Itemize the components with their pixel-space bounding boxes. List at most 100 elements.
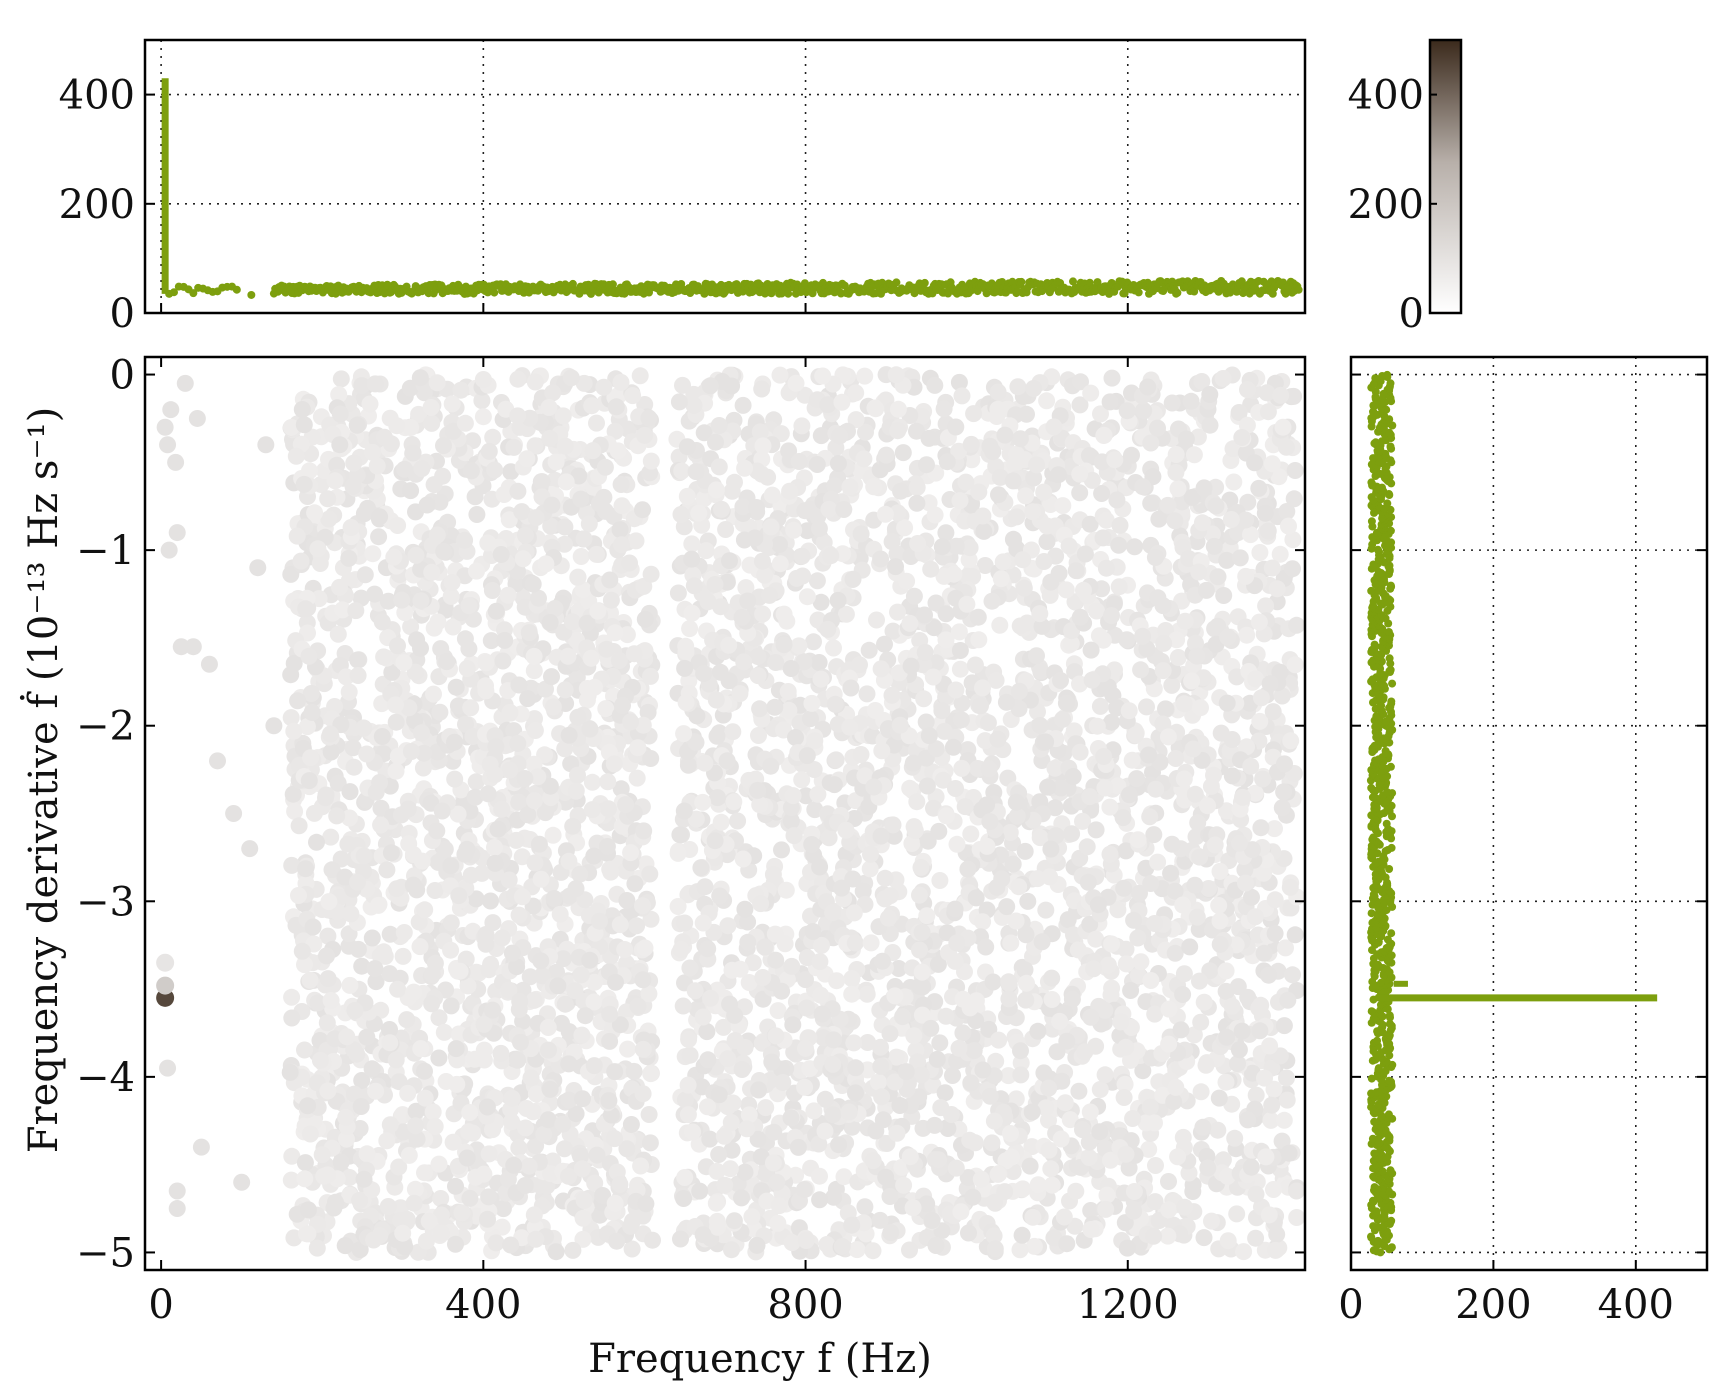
data-point <box>474 408 492 426</box>
data-point <box>567 782 585 800</box>
data-point <box>567 1105 585 1123</box>
data-point <box>749 667 767 685</box>
data-point <box>364 443 381 461</box>
data-point <box>290 887 307 904</box>
data-point <box>390 1073 408 1091</box>
data-point <box>530 835 548 853</box>
data-point <box>736 1163 754 1181</box>
data-point <box>933 702 951 720</box>
data-point <box>595 488 613 506</box>
data-point <box>369 896 387 914</box>
data-point <box>782 660 800 677</box>
data-point <box>736 459 754 477</box>
data-point <box>798 747 816 765</box>
data-point <box>1009 378 1027 396</box>
data-point <box>958 595 976 613</box>
data-point <box>585 973 603 991</box>
data-point <box>385 548 403 566</box>
data-point <box>901 1148 919 1166</box>
data-point <box>833 393 851 411</box>
data-point <box>712 813 730 831</box>
data-point <box>777 881 795 899</box>
data-point <box>560 1055 578 1073</box>
data-point <box>413 724 430 742</box>
data-point <box>617 796 635 814</box>
data-point <box>549 977 567 995</box>
data-point <box>606 1063 624 1081</box>
data-point <box>429 613 447 631</box>
data-point <box>809 785 827 803</box>
data-point <box>928 1050 946 1068</box>
data-point <box>908 478 926 496</box>
data-point <box>365 1231 383 1249</box>
data-point <box>1278 1091 1296 1109</box>
data-point <box>398 1210 416 1228</box>
data-point <box>872 660 890 678</box>
data-point <box>572 1147 589 1165</box>
data-point <box>533 967 551 985</box>
data-point <box>909 535 927 552</box>
data-point <box>379 1198 397 1215</box>
data-point <box>453 1204 471 1222</box>
data-point <box>806 732 824 750</box>
data-point <box>570 467 588 485</box>
data-point <box>363 929 381 947</box>
data-point <box>1023 1103 1041 1121</box>
data-point <box>825 776 843 794</box>
data-point <box>525 662 543 680</box>
data-point <box>1037 901 1055 919</box>
data-point <box>460 597 478 615</box>
data-point <box>321 725 339 743</box>
data-point <box>1017 487 1035 505</box>
data-point <box>726 1006 744 1024</box>
data-point <box>1037 733 1055 751</box>
data-point <box>641 1134 659 1152</box>
data-point <box>930 1151 948 1169</box>
data-point <box>829 591 847 609</box>
data-point <box>684 1123 702 1141</box>
data-point <box>466 488 484 506</box>
data-point <box>889 422 907 440</box>
data-point <box>381 925 399 943</box>
data-point <box>1045 418 1063 436</box>
data-point <box>578 614 596 632</box>
data-point <box>300 772 318 790</box>
data-point <box>793 417 811 435</box>
data-point <box>1058 1032 1076 1050</box>
data-point <box>956 798 974 816</box>
data-point <box>508 958 526 976</box>
data-point <box>738 1120 756 1138</box>
data-point <box>297 600 315 618</box>
data-point <box>975 522 993 540</box>
data-point <box>845 1034 863 1052</box>
data-point <box>475 1165 493 1183</box>
data-point <box>812 670 830 688</box>
data-point <box>803 694 821 712</box>
data-point <box>486 839 503 856</box>
data-point <box>683 604 701 622</box>
data-point <box>775 636 793 654</box>
data-point <box>881 1025 899 1043</box>
data-point <box>435 437 452 455</box>
data-point <box>922 560 940 578</box>
data-point <box>920 429 938 447</box>
data-point <box>1223 767 1241 785</box>
data-point <box>415 744 433 762</box>
data-point <box>933 538 951 556</box>
data-point <box>509 735 527 752</box>
data-point <box>308 833 325 851</box>
data-point <box>282 1171 300 1189</box>
data-point <box>581 720 599 738</box>
data-point <box>782 1109 800 1127</box>
data-point <box>516 770 534 787</box>
data-point <box>905 587 923 605</box>
data-point <box>773 841 790 859</box>
data-point <box>922 1019 940 1037</box>
data-point <box>814 367 832 385</box>
data-point <box>729 812 747 830</box>
data-point <box>381 1034 399 1052</box>
data-point <box>892 482 910 500</box>
data-point <box>861 860 879 878</box>
data-point <box>608 1232 626 1250</box>
data-point <box>304 918 322 936</box>
